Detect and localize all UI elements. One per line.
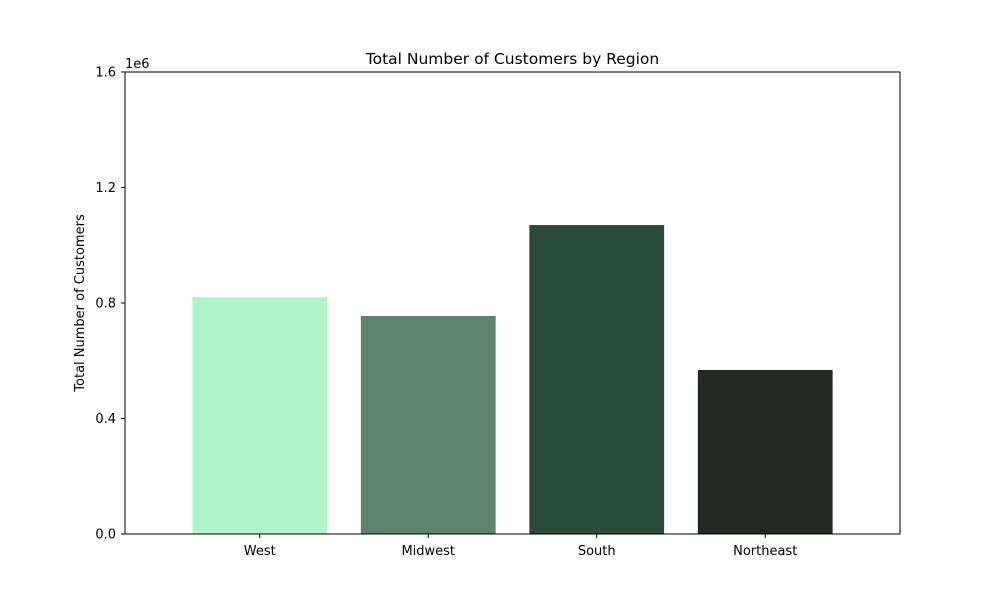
y-tick-label: 0.4 [95, 412, 116, 427]
x-tick-label: South [578, 544, 616, 559]
y-ticks-group: 0.0 0.4 0.8 1.2 1.6 [95, 66, 125, 543]
x-tick-label: Northeast [733, 544, 797, 559]
y-axis-label: Total Number of Customers [73, 214, 88, 393]
bar-northeast [697, 369, 833, 534]
y-axis-offset-label: 1e6 [125, 57, 150, 72]
x-tick-label: West [244, 544, 276, 559]
bar-midwest [360, 315, 496, 534]
bars-group [192, 225, 833, 535]
chart-title: Total Number of Customers by Region [365, 50, 659, 68]
plot-frame [124, 71, 901, 535]
y-tick-label: 0.0 [95, 528, 116, 543]
bar-south [529, 225, 665, 535]
y-tick-label: 0.8 [95, 297, 116, 312]
y-tick-label: 1.2 [95, 181, 116, 196]
x-ticks-group: West Midwest South Northeast [244, 534, 797, 559]
x-tick-label: Midwest [401, 544, 455, 559]
y-tick-label: 1.6 [95, 66, 116, 81]
bar-west [192, 297, 328, 534]
